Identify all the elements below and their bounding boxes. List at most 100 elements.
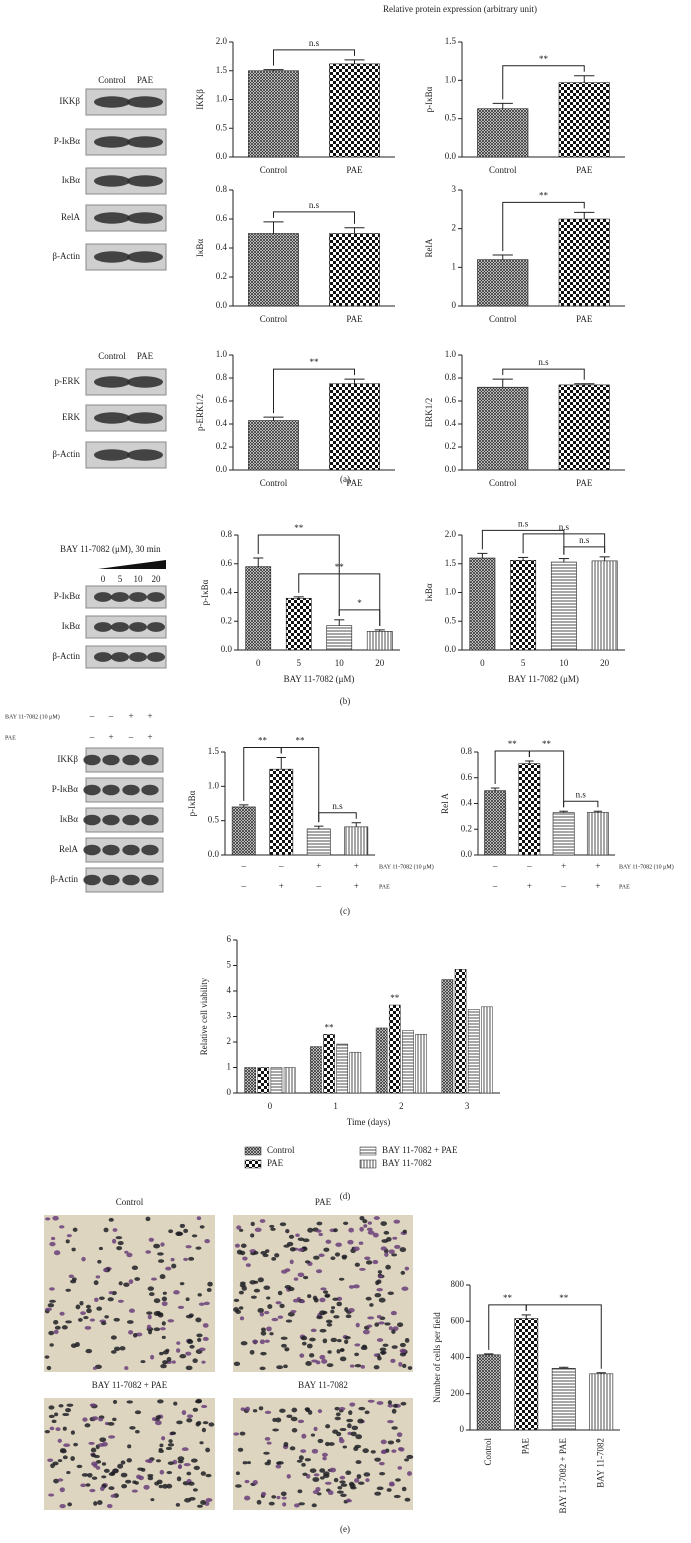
- cell: [266, 1326, 272, 1332]
- cell: [325, 1441, 330, 1447]
- cell: [61, 1325, 68, 1330]
- cell: [300, 1449, 307, 1453]
- y-axis-label: p-IκBα: [200, 579, 210, 605]
- cell: [200, 1500, 207, 1505]
- cell: [254, 1280, 259, 1284]
- cell: [367, 1399, 375, 1403]
- blot-row-label: β-Actin: [52, 449, 80, 459]
- legend-swatch: [244, 1159, 262, 1169]
- significance-label: n.s: [309, 200, 320, 210]
- cell: [158, 1449, 164, 1454]
- cell: [237, 1447, 244, 1452]
- cell: [110, 1335, 117, 1340]
- cell: [339, 1356, 347, 1362]
- cell: [404, 1497, 411, 1502]
- cell: [260, 1327, 266, 1332]
- cell: [301, 1433, 307, 1439]
- cell: [239, 1250, 246, 1256]
- cell: [59, 1504, 66, 1509]
- cell: [117, 1299, 124, 1303]
- y-tick-label: 0.2: [221, 615, 232, 625]
- cell: [404, 1266, 410, 1271]
- cell: [284, 1347, 290, 1352]
- cell: [299, 1353, 305, 1358]
- y-tick-label: 0.4: [216, 418, 228, 428]
- cell: [151, 1417, 157, 1422]
- cell: [364, 1256, 371, 1261]
- cell: [147, 1286, 155, 1291]
- cell: [362, 1329, 370, 1335]
- cell: [177, 1305, 185, 1309]
- cell: [387, 1420, 394, 1424]
- cell: [155, 1415, 161, 1419]
- cell: [117, 1241, 124, 1246]
- bar: [375, 1027, 388, 1094]
- cell: [239, 1316, 245, 1321]
- cell: [318, 1253, 325, 1258]
- cell: [348, 1285, 355, 1289]
- cell: [195, 1246, 202, 1250]
- panel-label: (a): [340, 474, 350, 484]
- cell: [201, 1427, 207, 1433]
- cell: [344, 1339, 349, 1345]
- cell: [185, 1365, 193, 1371]
- cell: [315, 1269, 323, 1274]
- y-tick-label: 0.4: [461, 798, 473, 808]
- cell: [323, 1247, 330, 1252]
- cell: [250, 1233, 255, 1238]
- bar: [270, 1067, 283, 1094]
- cell: [252, 1479, 258, 1485]
- y-tick-label: 1.5: [216, 65, 228, 75]
- x-tick-label: Control: [260, 478, 288, 488]
- cell: [325, 1319, 333, 1324]
- micrograph-label: PAE: [315, 1197, 332, 1207]
- cell: [289, 1446, 296, 1451]
- cell: [344, 1335, 351, 1340]
- cell: [333, 1228, 338, 1233]
- cell: [376, 1315, 382, 1319]
- cell: [309, 1468, 317, 1473]
- cell: [153, 1243, 161, 1249]
- significance-bracket: [563, 800, 599, 808]
- cell: [356, 1474, 362, 1479]
- cell: [348, 1481, 355, 1487]
- cell: [354, 1364, 362, 1368]
- cell: [240, 1341, 248, 1346]
- cell: [383, 1230, 390, 1235]
- cell: [404, 1337, 410, 1343]
- cell: [123, 1282, 130, 1287]
- cell: [272, 1417, 277, 1423]
- cell: [147, 1473, 154, 1478]
- cell: [366, 1227, 373, 1232]
- significance-bracket: [502, 368, 585, 380]
- x-axis-label: Time (days): [347, 1117, 390, 1127]
- y-tick-label: 0.5: [216, 122, 228, 132]
- cell: [57, 1438, 62, 1443]
- bar: [484, 790, 507, 856]
- cell: [312, 1295, 318, 1301]
- cell: [128, 1279, 134, 1285]
- cell: [171, 1263, 177, 1269]
- y-tick-label: 2: [452, 223, 457, 233]
- cell: [257, 1307, 264, 1313]
- cell: [48, 1330, 55, 1336]
- x-row-mark: –: [278, 861, 284, 871]
- cell: [388, 1326, 393, 1331]
- blot-band: [122, 844, 140, 856]
- cell: [250, 1221, 255, 1227]
- cell: [365, 1260, 373, 1265]
- cell: [160, 1327, 166, 1331]
- cell: [376, 1338, 384, 1342]
- bar: [589, 1373, 614, 1431]
- cell: [198, 1302, 205, 1306]
- cell: [176, 1476, 182, 1482]
- bar: [248, 420, 299, 471]
- cell: [305, 1407, 310, 1413]
- cell: [380, 1246, 387, 1251]
- cell: [166, 1471, 173, 1475]
- cell: [375, 1280, 380, 1286]
- cell: [407, 1366, 413, 1370]
- bar: [336, 1043, 349, 1094]
- blot-band: [94, 212, 130, 224]
- cell: [334, 1252, 341, 1257]
